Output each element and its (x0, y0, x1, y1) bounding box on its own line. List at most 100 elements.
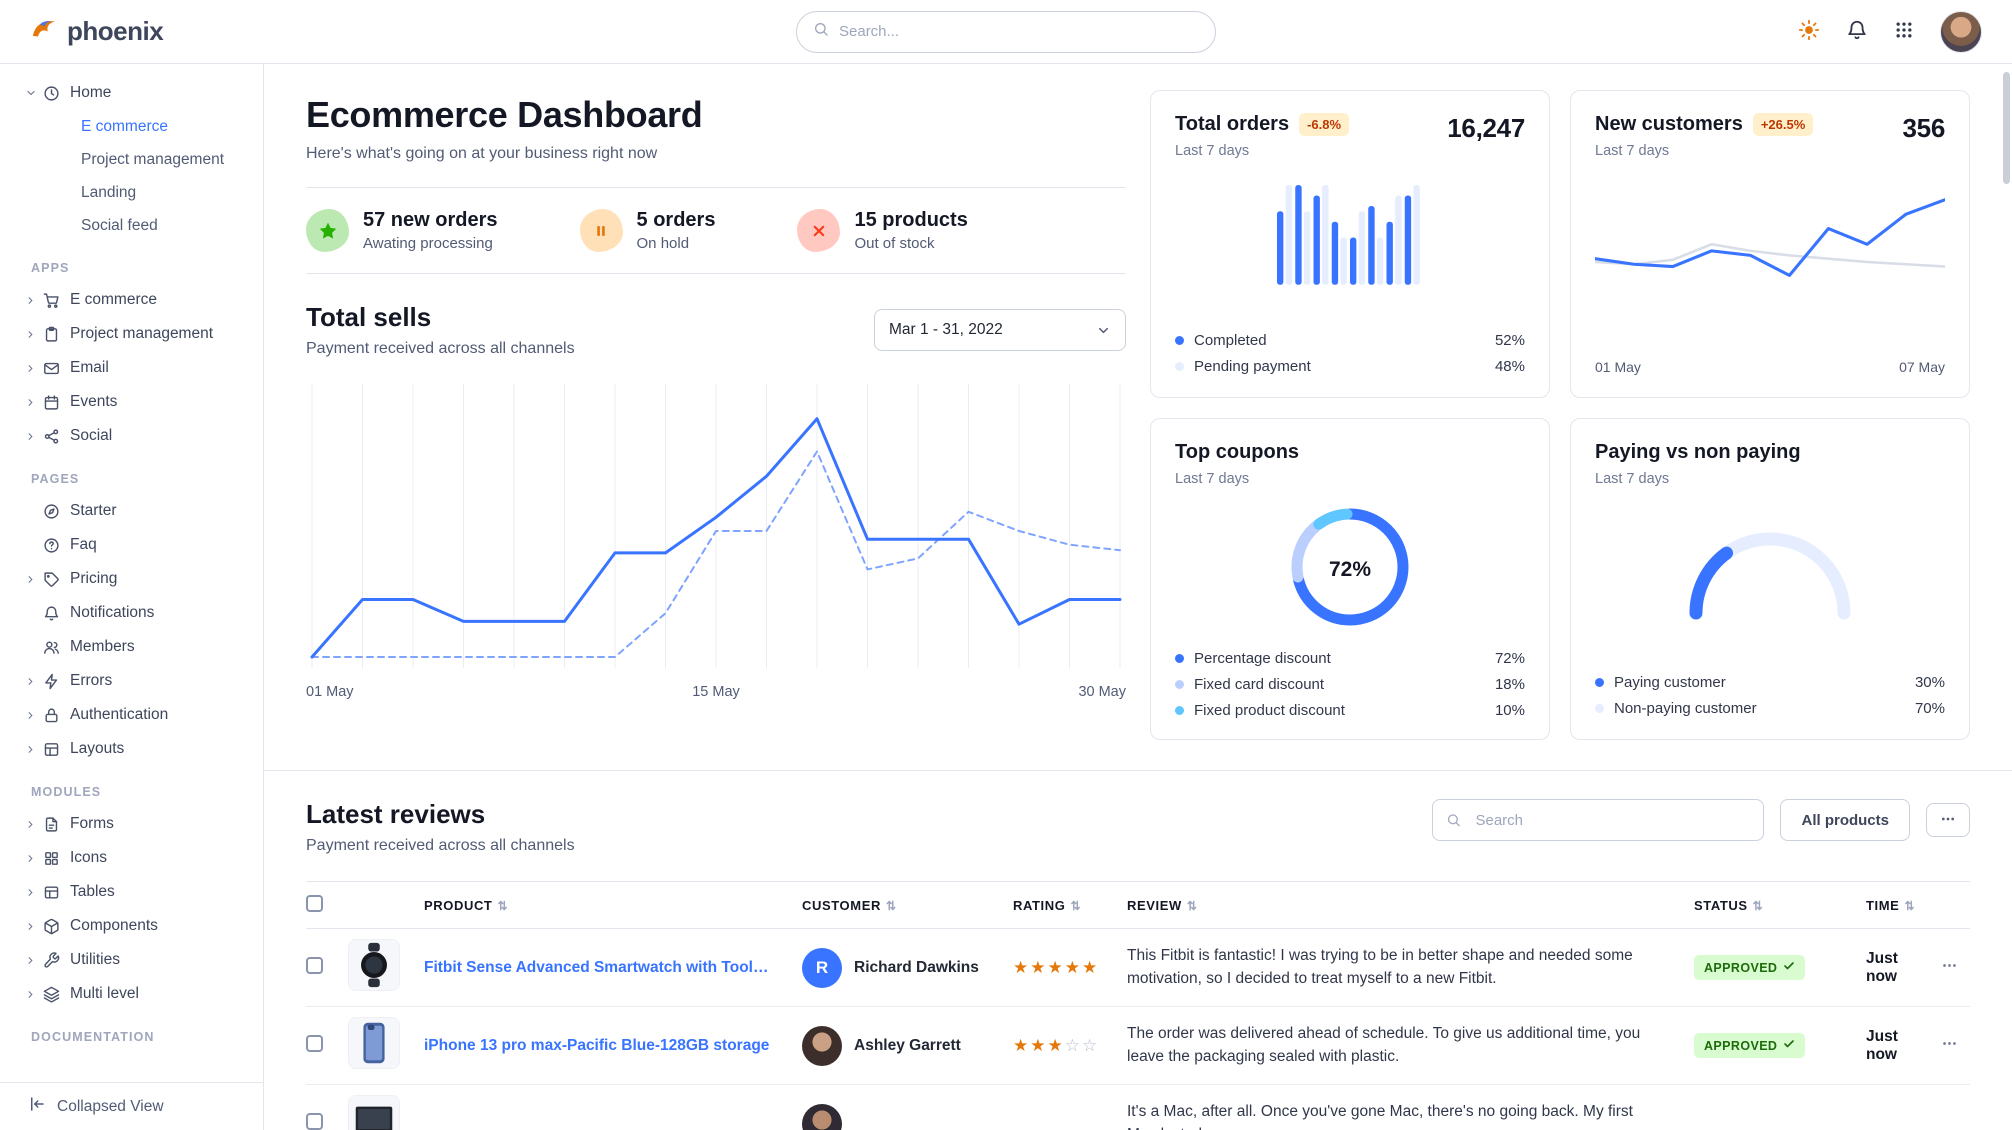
reviews-search[interactable] (1432, 799, 1765, 841)
sidebar-item-utilities[interactable]: Utilities (0, 943, 263, 977)
search-input[interactable] (839, 23, 1199, 40)
product-image[interactable] (348, 1017, 400, 1069)
customer-cell[interactable]: Ashley Garrett (802, 1025, 1005, 1066)
sidebar-item-project-management[interactable]: Project management (0, 143, 263, 176)
customer-cell[interactable] (802, 1103, 1005, 1130)
sidebar-item-social-feed[interactable]: Social feed (0, 209, 263, 242)
column-header-product[interactable]: PRODUCT ⇅ (424, 881, 802, 929)
all-products-button[interactable]: All products (1780, 799, 1910, 841)
sort-icon[interactable]: ⇅ (497, 898, 509, 913)
chevron-right-icon (25, 676, 43, 687)
product-link[interactable]: iPhone 13 pro max-Pacific Blue-128GB sto… (424, 1036, 770, 1054)
date-range-select[interactable]: Mar 1 - 31, 2022 (874, 309, 1126, 351)
notifications-button[interactable] (1846, 19, 1868, 44)
select-all-checkbox[interactable] (306, 895, 323, 912)
sidebar-item-social[interactable]: Social (0, 419, 263, 453)
product-link[interactable]: Fitbit Sense Advanced Smartwatch with To… (424, 958, 794, 976)
legend-dot (1175, 706, 1184, 715)
row-checkbox[interactable] (306, 1112, 323, 1130)
card-title: Total orders (1175, 113, 1290, 135)
row-actions-button[interactable] (1941, 957, 1958, 974)
customer-cell[interactable]: R Richard Dawkins (802, 947, 1005, 988)
sidebar-item-email[interactable]: Email (0, 351, 263, 385)
check-icon (1783, 1038, 1795, 1053)
sort-icon[interactable]: ⇅ (1070, 898, 1082, 913)
sort-icon[interactable]: ⇅ (1904, 898, 1916, 913)
sort-icon[interactable]: ⇅ (1186, 898, 1198, 913)
review-time: Just now (1866, 949, 1898, 985)
sidebar-item-project-management[interactable]: Project management (0, 317, 263, 351)
grid-icon (43, 850, 70, 867)
sidebar-item-e-commerce[interactable]: E commerce (0, 283, 263, 317)
row-actions-button[interactable] (1941, 1035, 1958, 1052)
product-image[interactable] (348, 1095, 400, 1130)
sidebar-item-label: Components (70, 917, 158, 934)
chevron-right-icon (25, 295, 43, 306)
sidebar-item-members[interactable]: Members (0, 630, 263, 664)
sidebar-item-tables[interactable]: Tables (0, 875, 263, 909)
star-filled-icon: ★ (1047, 1035, 1065, 1055)
sidebar-item-components[interactable]: Components (0, 909, 263, 943)
order-stats: 57 new orders Awating processing 5 orders O… (306, 187, 1126, 274)
sidebar-item-home[interactable]: Home (0, 76, 263, 110)
sidebar-item-layouts[interactable]: Layouts (0, 732, 263, 766)
product-image[interactable] (348, 939, 400, 991)
global-search[interactable] (796, 10, 1216, 53)
sun-icon (1798, 19, 1820, 44)
scrollbar[interactable] (2003, 72, 2010, 184)
row-checkbox[interactable] (306, 1034, 323, 1052)
row-checkbox[interactable] (306, 956, 323, 974)
sidebar-item-label: E commerce (81, 117, 168, 135)
new-customers-chart (1595, 198, 1945, 277)
reviews-search-input[interactable] (1432, 799, 1765, 841)
user-avatar[interactable] (1940, 10, 1982, 53)
star-filled-icon: ★ (1030, 1035, 1048, 1055)
sidebar-item-faq[interactable]: Faq (0, 528, 263, 562)
column-header-time[interactable]: TIME ⇅ (1866, 881, 1941, 929)
sidebar-item-errors[interactable]: Errors (0, 664, 263, 698)
column-header-status[interactable]: STATUS ⇅ (1694, 881, 1866, 929)
sidebar-item-landing[interactable]: Landing (0, 176, 263, 209)
stat-value: 15 products (854, 209, 968, 231)
more-options-button[interactable] (1926, 803, 1970, 837)
users-icon (43, 639, 70, 656)
apps-menu-button[interactable] (1894, 20, 1914, 43)
stat-caption: Out of stock (854, 235, 935, 252)
stat-caption: Awating processing (363, 235, 493, 252)
legend-dot (1175, 680, 1184, 689)
brand[interactable]: phoenix (30, 15, 164, 48)
sidebar-nav: Home E commerce Project management Landing S… (0, 64, 263, 1082)
sidebar-item-authentication[interactable]: Authentication (0, 698, 263, 732)
sidebar-item-starter[interactable]: Starter (0, 494, 263, 528)
legend-item-non-paying-customer: Non-paying customer 70% (1595, 700, 1945, 717)
sidebar-item-events[interactable]: Events (0, 385, 263, 419)
collapse-sidebar-button[interactable]: Collapsed View (0, 1082, 263, 1130)
sidebar-item-icons[interactable]: Icons (0, 841, 263, 875)
sidebar-item-multi-level[interactable]: Multi level (0, 977, 263, 1011)
card-period: Last 7 days (1175, 143, 1250, 159)
sidebar-item-forms[interactable]: Forms (0, 807, 263, 841)
sort-icon[interactable]: ⇅ (885, 898, 897, 913)
sidebar-item-e-commerce[interactable]: E commerce (0, 110, 263, 143)
sidebar-item-label: Email (70, 359, 109, 376)
layers-icon (43, 986, 70, 1003)
top-coupons-chart (1291, 508, 1409, 626)
sidebar-item-pricing[interactable]: Pricing (0, 562, 263, 596)
column-header-customer[interactable]: CUSTOMER ⇅ (802, 881, 1013, 929)
legend-item-percentage-discount: Percentage discount 72% (1175, 650, 1525, 667)
top-coupons-legend: Percentage discount 72% Fixed card discoun… (1175, 650, 1525, 719)
legend-label: Non-paying customer (1614, 700, 1757, 717)
box-icon (43, 918, 70, 935)
review-text: It's a Mac, after all. Once you've gone … (1127, 1103, 1633, 1130)
theme-toggle-button[interactable] (1798, 19, 1820, 44)
sort-icon[interactable]: ⇅ (1752, 898, 1764, 913)
sidebar-item-notifications[interactable]: Notifications (0, 596, 263, 630)
star-filled-icon: ★ (1030, 957, 1048, 977)
legend-value: 48% (1494, 358, 1525, 375)
column-header-review[interactable]: REVIEW ⇅ (1127, 881, 1694, 929)
bell-icon (1846, 19, 1868, 44)
card-title: Top coupons (1175, 441, 1300, 463)
legend-label: Fixed product discount (1194, 702, 1345, 719)
column-header-rating[interactable]: RATING ⇅ (1013, 881, 1127, 929)
total-sells-title: Total sells (306, 302, 432, 332)
